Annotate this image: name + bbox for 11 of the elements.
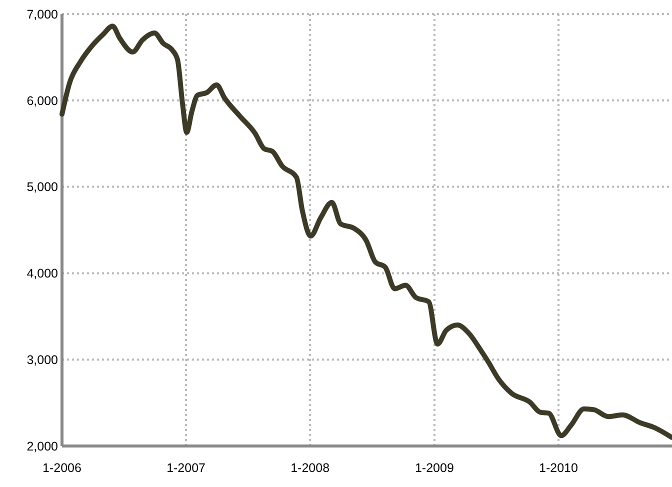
x-tick-label: 1-2006 bbox=[42, 461, 82, 475]
x-tick-label: 1-2008 bbox=[290, 461, 330, 475]
y-tick-label: 4,000 bbox=[26, 266, 58, 281]
y-tick-label: 2,000 bbox=[26, 439, 58, 454]
x-tick-label: 1-2009 bbox=[414, 461, 454, 475]
y-tick-label: 5,000 bbox=[26, 180, 58, 194]
y-tick-label: 7,000 bbox=[26, 7, 58, 22]
x-tick-label: 1-2010 bbox=[539, 461, 578, 475]
y-tick-label: 6,000 bbox=[26, 94, 58, 108]
y-tick-label: 3,000 bbox=[26, 352, 58, 367]
x-tick-label: 1-2007 bbox=[166, 461, 206, 475]
